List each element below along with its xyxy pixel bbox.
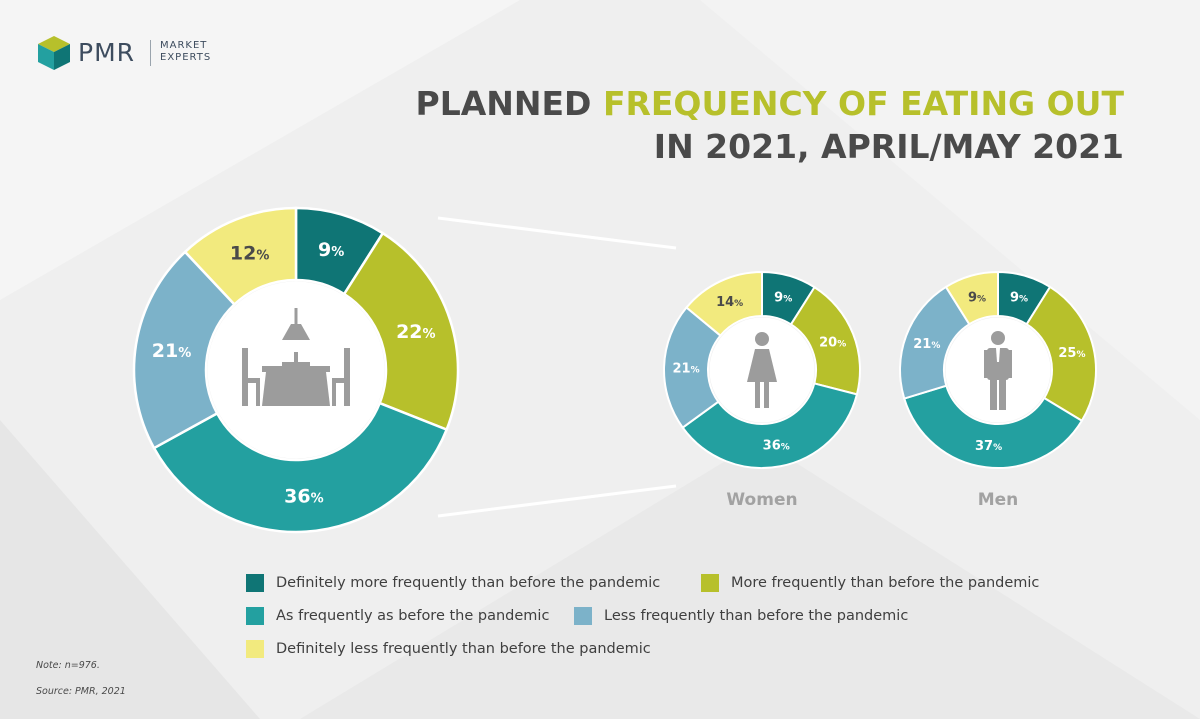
legend-label: More frequently than before the pandemic [731,575,1040,591]
donut-slice-def-less [183,206,298,307]
legend-swatch [246,607,264,625]
legend-swatch [246,574,264,592]
donut-slice-more [342,231,460,432]
donut-slice-same [681,382,859,469]
pmr-logo: PMR MARKET EXPERTS [36,34,236,74]
slice-label: 14% [716,295,743,310]
legend-swatch [701,574,719,592]
slice-label: 9% [968,291,986,306]
donut-chart-men: 9% 25% 37% 21% 9% Men [899,270,1097,510]
woman-icon [747,332,777,408]
slice-label: 22% [396,321,435,343]
legend-item: Less frequently than before the pandemic [574,607,908,625]
man-icon [984,331,1012,410]
legend-swatch [246,640,264,658]
chart-title: Women [726,490,797,510]
chart-title: Men [978,490,1019,510]
slice-label: 9% [774,291,792,306]
logo-name: PMR [78,38,136,67]
title-line-1: PLANNED FREQUENCY OF EATING OUT [416,82,1124,125]
legend-item: More frequently than before the pandemic [701,574,1039,592]
donut-slice-more [1025,285,1097,423]
title-highlight: FREQUENCY OF EATING OUT [602,84,1124,123]
legend-swatch [574,607,592,625]
legend-item: Definitely less frequently than before t… [246,640,651,658]
title-line-2: IN 2021, APRIL/MAY 2021 [653,127,1124,166]
dining-table-icon [242,308,350,406]
legend-label: As frequently as before the pandemic [276,608,550,624]
slice-label: 36% [763,438,790,453]
slice-label: 20% [819,336,846,351]
page-title: PLANNED FREQUENCY OF EATING OUT IN 2021,… [416,82,1124,168]
slice-label: 21% [672,361,699,376]
legend-item: Definitely more frequently than before t… [246,574,660,592]
slice-label: 36% [284,486,323,508]
legend-label: Definitely less frequently than before t… [276,641,651,657]
note-text: Note: n=976. [36,660,100,671]
legend-item: As frequently as before the pandemic [246,607,549,625]
slice-label: 12% [230,243,269,265]
donut-slice-def-less [944,270,999,326]
title-prefix: PLANNED [415,84,603,123]
donut-slice-same [902,384,1084,469]
cube-logo-icon [38,36,70,70]
slice-label: 21% [913,337,940,352]
logo-tagline: MARKET EXPERTS [160,40,211,64]
donut-chart-women: 9% 20% 36% 21% 14% Women [663,270,861,510]
donut-slice-def-less [685,270,763,337]
slice-label: 37% [975,439,1002,454]
slice-label: 25% [1058,346,1085,361]
logo-tagline-1: MARKET [160,40,208,51]
slice-label: 9% [1010,291,1028,306]
slice-label: 21% [152,340,191,362]
source-text: Source: PMR, 2021 [36,686,126,697]
donut-slice-same [152,401,449,534]
logo-divider [150,40,151,66]
logo-tagline-2: EXPERTS [160,52,212,63]
slice-label: 9% [318,239,344,261]
legend-label: Less frequently than before the pandemic [604,608,909,624]
legend-label: Definitely more frequently than before t… [276,575,661,591]
donut-slice-less [132,250,237,450]
donut-chart-total: 9% 22% 36% 21% 12% [132,206,460,534]
